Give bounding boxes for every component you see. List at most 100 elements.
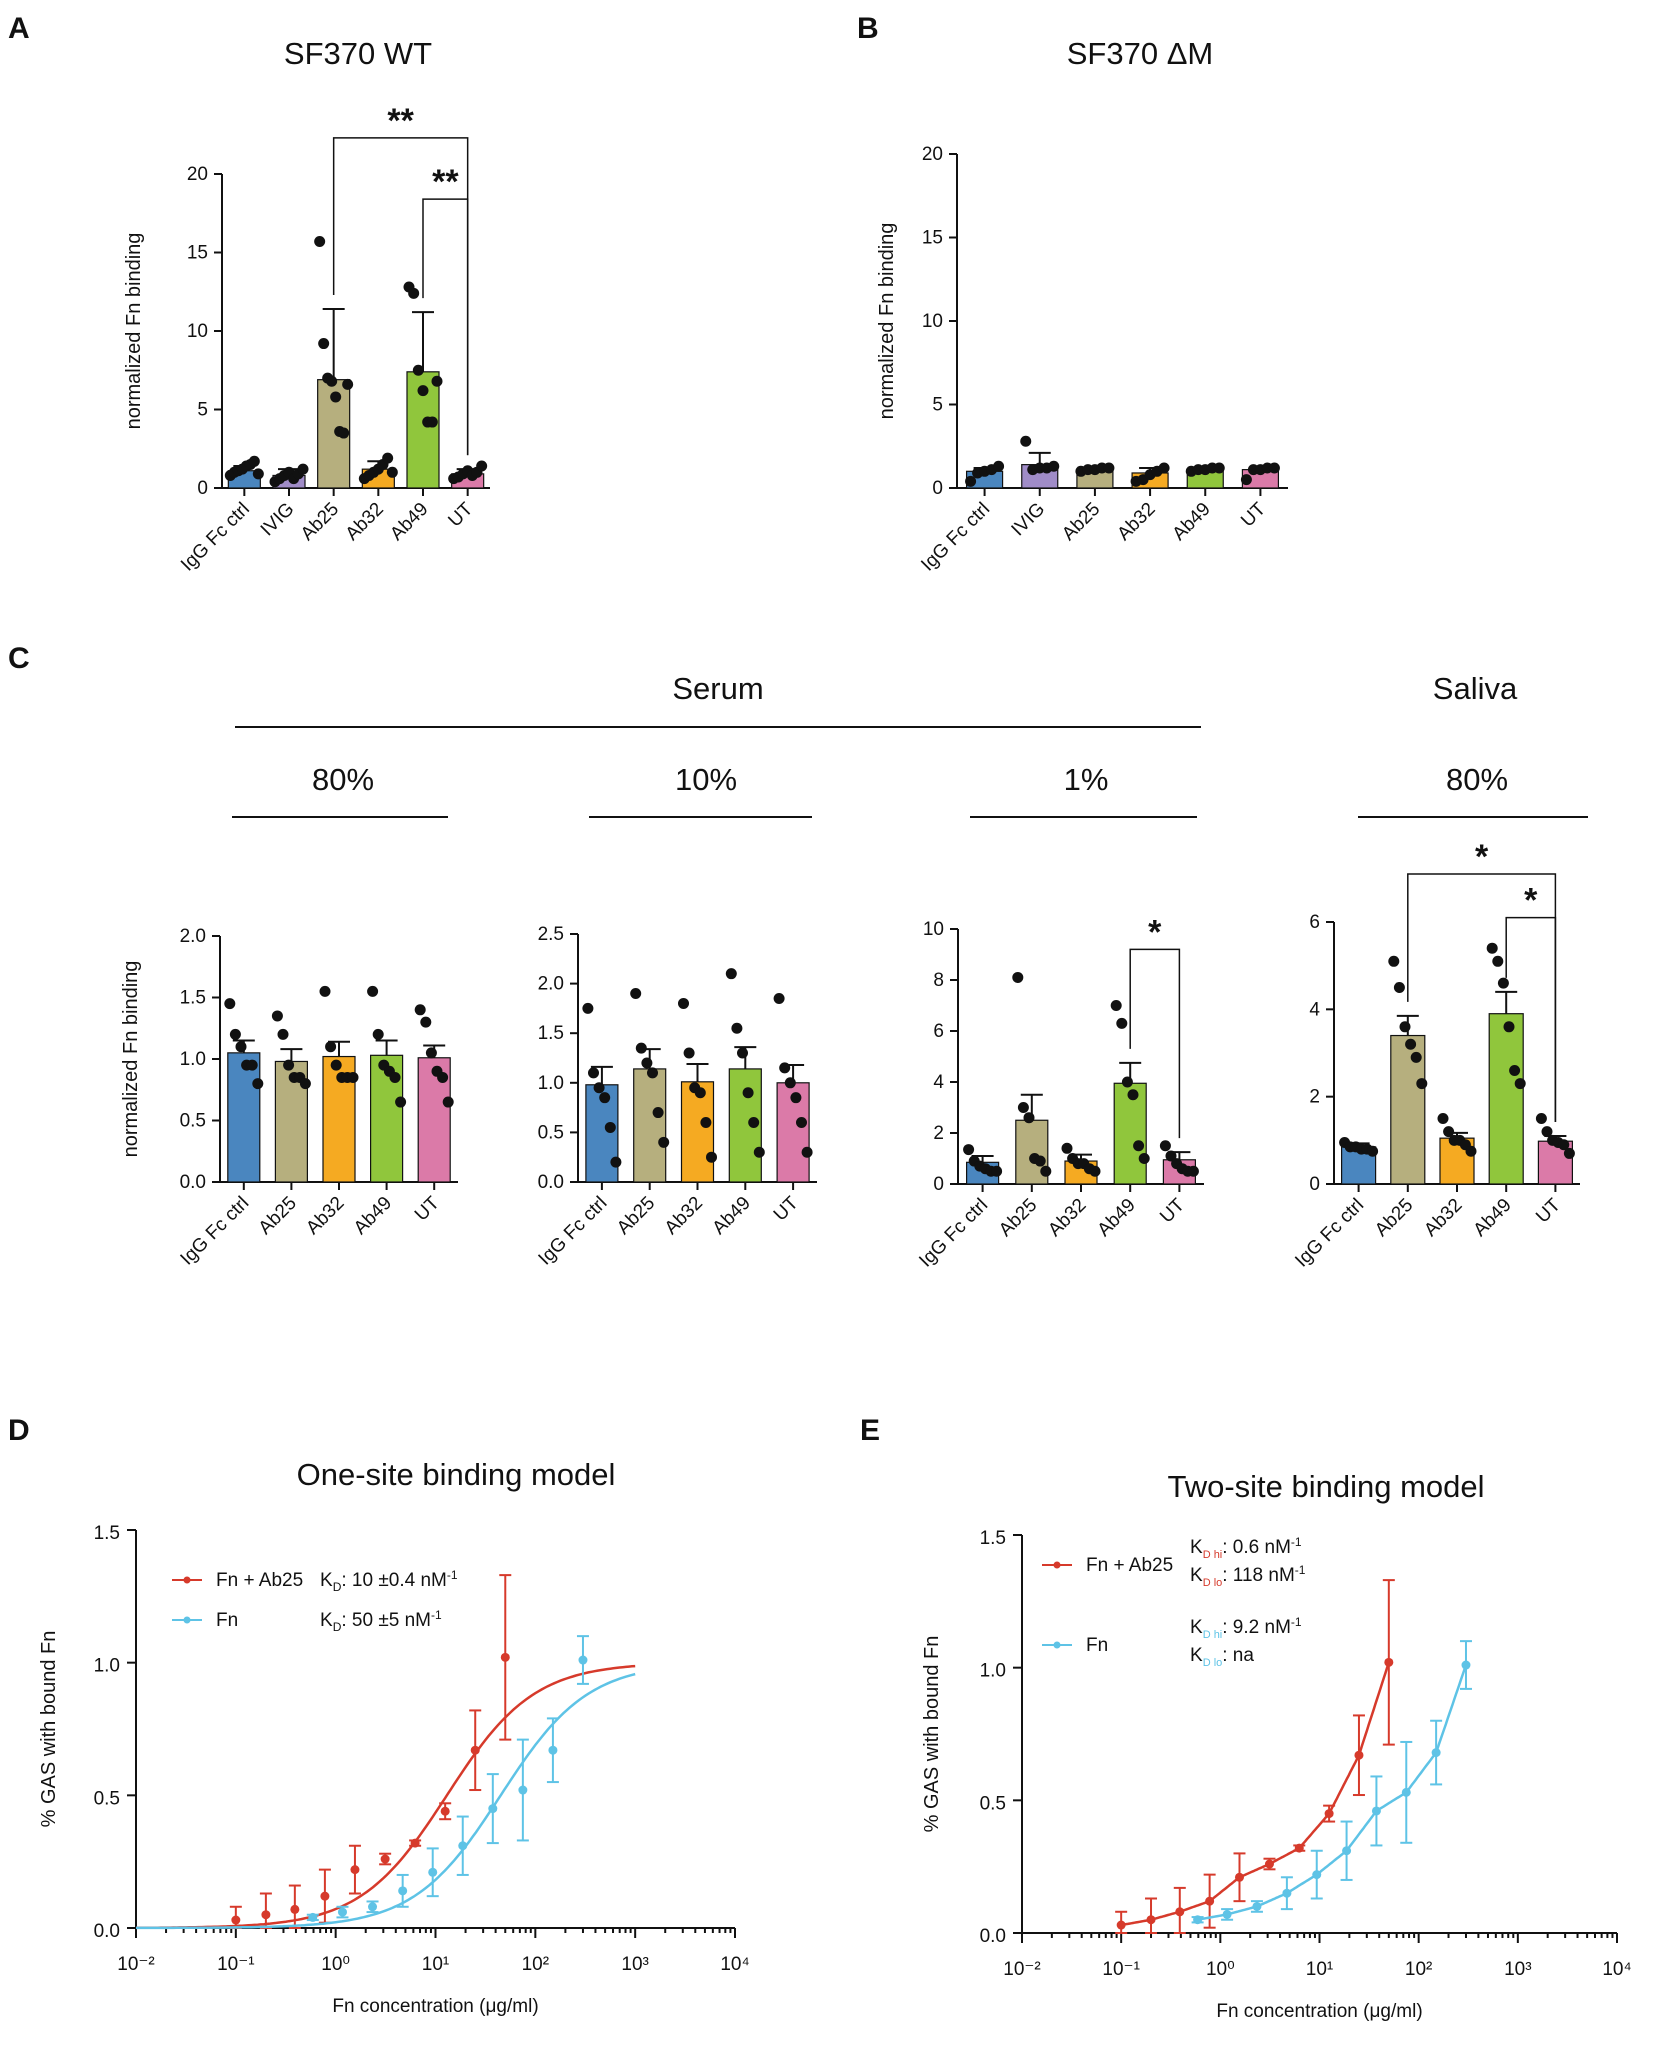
- x-tick-label-igg-fc-ctrl: IgG Fc ctrl: [917, 499, 994, 576]
- data-point-ab25: [1034, 1155, 1046, 1167]
- x-tick-label-ab49: Ab49: [1169, 499, 1215, 545]
- y-tick-label: 1.0: [94, 1656, 120, 1677]
- data-point: [350, 1865, 360, 1875]
- serum-10-header: 10%: [675, 762, 737, 797]
- significance-label: **: [432, 163, 459, 201]
- data-point: [470, 1745, 480, 1755]
- data-point-ab25: [338, 427, 350, 439]
- data-point-ut: [1535, 1113, 1547, 1124]
- saliva-80-header: 80%: [1446, 762, 1508, 797]
- kd-annotation-hi: KD hi: 9.2 nM-1: [1190, 1615, 1302, 1641]
- data-point: [231, 1915, 241, 1925]
- y-tick-label: 0.5: [980, 1793, 1006, 1814]
- x-tick-label: 10¹: [1306, 1959, 1333, 1980]
- bar-chart-b: 0 5 10 15 20 normalized Fn binding IgG Fc ctrl…: [876, 144, 1288, 575]
- data-point-ab49: [731, 1022, 743, 1034]
- panel-a-title: SF370 WT: [284, 36, 432, 71]
- data-point-ab25: [1405, 1038, 1417, 1050]
- data-point-ab25: [314, 236, 326, 248]
- significance-label: **: [387, 102, 414, 140]
- data-point: [458, 1841, 468, 1851]
- data-point-ut: [790, 1092, 802, 1104]
- data-point-ut: [425, 1047, 437, 1059]
- y-tick-label: 1.5: [180, 988, 206, 1009]
- data-point: [1384, 1657, 1394, 1667]
- data-point-ab25: [326, 375, 338, 387]
- data-point: [1116, 1920, 1126, 1930]
- y-tick-label: 0.5: [94, 1788, 120, 1809]
- data-point-igg-fc-ctrl: [582, 1002, 594, 1014]
- data-point-ab49: [389, 1071, 401, 1083]
- x-tick-label-ut: UT: [1237, 498, 1270, 531]
- data-point-ab25: [1012, 971, 1024, 983]
- x-tick-label-igg-fc-ctrl: IgG Fc ctrl: [535, 1193, 612, 1270]
- data-point-ut: [1563, 1147, 1575, 1159]
- x-tick-label: 10²: [1405, 1959, 1432, 1980]
- bar-chart-c4: 0 2 4 6 IgG Fc ctrl Ab25 Ab32 Ab49 UT * *: [1291, 838, 1580, 1271]
- data-point-ut: [773, 992, 785, 1004]
- x-tick-label-ab25: Ab25: [995, 1195, 1041, 1241]
- data-point: [1282, 1888, 1292, 1898]
- panel-label-a: A: [8, 12, 30, 45]
- data-point-ab25: [630, 988, 642, 1000]
- data-point: [1324, 1809, 1334, 1819]
- data-point-ab49: [737, 1047, 748, 1059]
- panel-e-title: Two-site binding model: [1167, 1469, 1484, 1504]
- data-point: [398, 1886, 408, 1896]
- data-point-ivig: [297, 463, 309, 475]
- legend-marker: [183, 1576, 191, 1584]
- x-tick-label-ab49: Ab49: [350, 1193, 396, 1239]
- bar-chart-a: 0 5 10 15 20 normalized Fn binding IgG Fc ctrl…: [123, 102, 490, 576]
- data-point-ab32: [683, 1047, 695, 1059]
- data-point-ab49: [1492, 955, 1504, 967]
- serum-1-header: 1%: [1064, 762, 1109, 797]
- data-point: [428, 1867, 438, 1877]
- y-tick-label: 2: [933, 1123, 944, 1144]
- data-point-ut: [796, 1116, 807, 1128]
- bar-igg-fc-ctrl: [227, 1052, 261, 1183]
- data-point-igg-fc-ctrl: [991, 1165, 1003, 1177]
- data-point-ab49: [1486, 942, 1498, 954]
- y-tick-label: 5: [932, 395, 943, 416]
- kd-annotation-hi: KD hi: 0.6 nM-1: [1190, 1535, 1302, 1561]
- y-tick-label: 2.0: [538, 974, 564, 995]
- y-tick-label: 6: [933, 1021, 944, 1042]
- data-point-igg-fc-ctrl: [235, 1041, 247, 1053]
- y-tick-label: 0.5: [538, 1122, 564, 1143]
- data-point-ab25: [1103, 462, 1115, 474]
- legend-label: Fn + Ab25: [1086, 1555, 1173, 1576]
- data-point-ab32: [386, 466, 398, 478]
- y-tick-label: 2: [1309, 1087, 1320, 1108]
- x-tick-label: 10⁰: [321, 1954, 350, 1975]
- data-point-ut: [1165, 1150, 1177, 1162]
- x-tick-label-ab32: Ab32: [1420, 1195, 1466, 1241]
- data-point-ab49: [753, 1146, 765, 1158]
- data-point: [337, 1907, 347, 1917]
- data-point-ab25: [283, 1059, 295, 1071]
- data-point-ab32: [694, 1087, 706, 1099]
- data-point: [1222, 1909, 1232, 1919]
- data-point-ab25: [330, 391, 342, 403]
- data-point-igg-fc-ctrl: [246, 1059, 258, 1071]
- significance-label: *: [1475, 838, 1489, 876]
- y-axis-label: normalized Fn binding: [123, 233, 145, 430]
- data-point-igg-fc-ctrl: [588, 1067, 599, 1079]
- x-tick-label-ab32: Ab32: [302, 1193, 348, 1239]
- data-point: [518, 1785, 528, 1795]
- data-point-ut: [437, 1071, 449, 1083]
- data-point-ut: [1541, 1126, 1553, 1138]
- data-point-ut: [420, 1016, 432, 1028]
- data-point-ab25: [1023, 1112, 1035, 1124]
- bar-ab49: [1488, 1013, 1524, 1185]
- data-point-ab49: [426, 416, 438, 428]
- data-point: [1234, 1872, 1244, 1882]
- data-point-ab49: [412, 364, 424, 376]
- data-point-ut: [1268, 462, 1280, 474]
- data-point-ab32: [347, 1071, 359, 1083]
- data-point: [1252, 1901, 1262, 1911]
- data-point-ab49: [1503, 1021, 1515, 1033]
- x-tick-label-igg-fc-ctrl: IgG Fc ctrl: [177, 499, 254, 576]
- data-point-ut: [476, 460, 488, 472]
- x-tick-label-ab25: Ab25: [1058, 499, 1104, 545]
- data-point-ab49: [1110, 1000, 1122, 1011]
